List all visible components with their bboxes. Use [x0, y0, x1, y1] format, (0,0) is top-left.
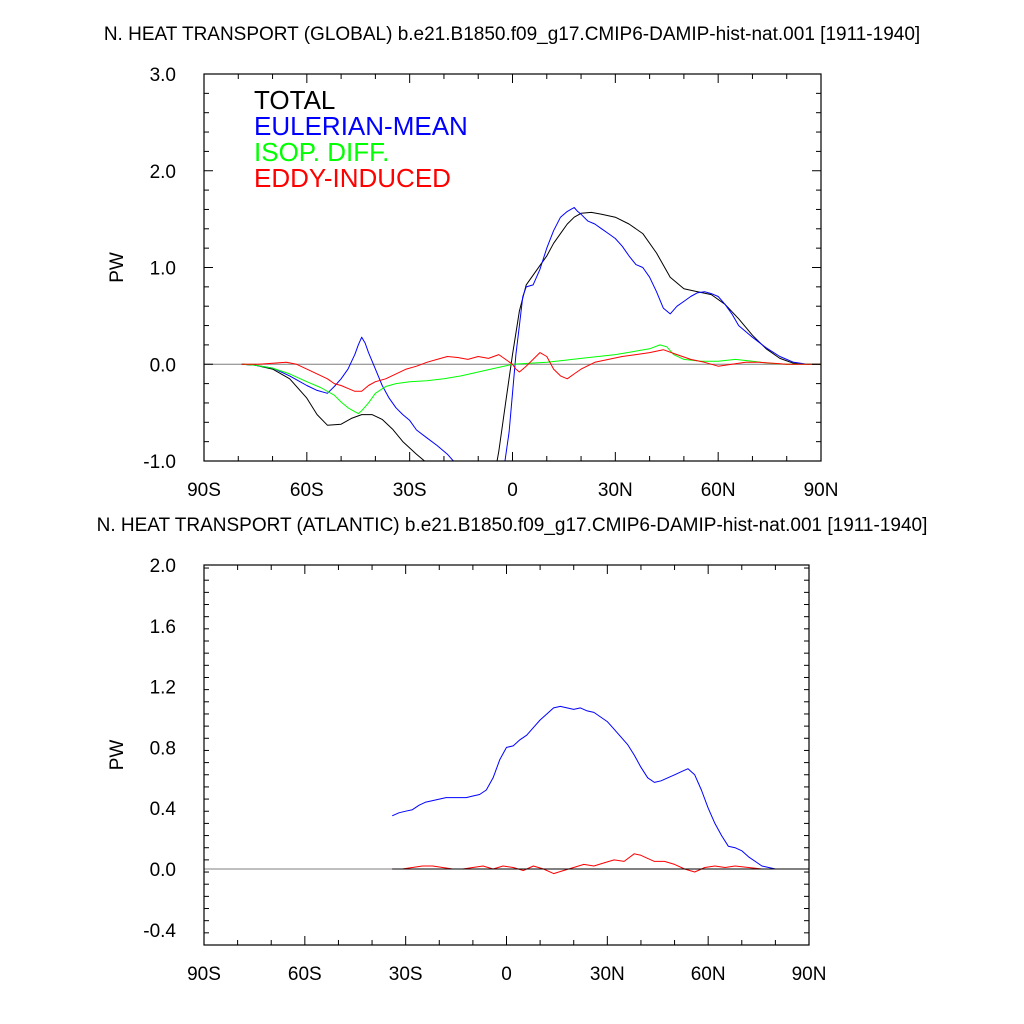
atlantic-y-tick-label: 1.6 — [150, 617, 176, 638]
global-series-group — [241, 207, 821, 461]
global-y-tick-label: 3.0 — [150, 65, 176, 86]
global-series-eulerian-mean — [241, 207, 821, 461]
atlantic-series-group — [391, 705, 809, 875]
global-x-tick-label: 0 — [507, 480, 518, 501]
atlantic-y-tick-label: -0.4 — [143, 921, 176, 942]
global-legend-eddy-induced: EDDY-INDUCED — [254, 163, 451, 193]
global-x-tick-label: 30S — [393, 480, 427, 501]
global-x-tick-label: 60S — [290, 480, 324, 501]
atlantic-x-tick-label: 0 — [501, 964, 512, 985]
global-series-eddy-induced — [241, 349, 821, 392]
atlantic-x-tick-label: 30N — [590, 964, 625, 985]
atlantic-x-tick-label: 60S — [288, 964, 322, 985]
global-y-tick-label: 1.0 — [150, 259, 176, 280]
global-series-total — [241, 211, 821, 461]
atlantic-y-tick-label: 1.2 — [150, 678, 176, 699]
atlantic-chart: 90S 60S 30S 0 30N 60N 90N -0.4 0.0 0.4 0.8 1.2 1.6 2.… — [107, 556, 826, 985]
global-legend-total: TOTAL — [254, 85, 335, 115]
global-y-tick-label: 0.0 — [150, 355, 176, 376]
global-chart-title: N. HEAT TRANSPORT (GLOBAL) b.e21.B1850.f… — [103, 24, 921, 45]
atlantic-chart-title: N. HEAT TRANSPORT (ATLANTIC) b.e21.B1850… — [96, 515, 928, 536]
global-y-tick-label: 2.0 — [150, 162, 176, 183]
global-legend-isop-diff: ISOP. DIFF. — [254, 137, 389, 167]
atlantic-y-tick-label: 0.8 — [150, 738, 176, 759]
atlantic-y-tick-label: 0.4 — [150, 799, 177, 820]
global-chart: 90S 60S 30S 0 30N 60N 90N -1.0 0.0 1.0 2.0 3.0 PW TOT… — [107, 65, 839, 501]
global-x-tick-label: 30N — [598, 480, 633, 501]
atlantic-plot-frame — [203, 564, 810, 946]
global-x-tick-label: 60N — [701, 480, 736, 501]
atlantic-series-eulerian-mean — [391, 705, 809, 870]
global-y-tick-label: -1.0 — [143, 452, 176, 473]
atlantic-x-tick-label: 30S — [389, 964, 423, 985]
atlantic-y-tick-label: 2.0 — [150, 556, 176, 577]
atlantic-x-tick-label: 60N — [691, 964, 726, 985]
global-legend-eulerian-mean: EULERIAN-MEAN — [254, 111, 468, 141]
atlantic-x-tick-label: 90N — [792, 964, 827, 985]
atlantic-x-tick-label: 90S — [187, 964, 221, 985]
atlantic-y-axis-label: PW — [107, 740, 128, 771]
atlantic-y-tick-label: 0.0 — [150, 860, 176, 881]
atlantic-series-eddy-induced — [392, 853, 809, 875]
global-x-tick-label: 90S — [187, 480, 221, 501]
global-x-tick-label: 90N — [804, 480, 839, 501]
global-y-axis-label: PW — [107, 252, 128, 283]
